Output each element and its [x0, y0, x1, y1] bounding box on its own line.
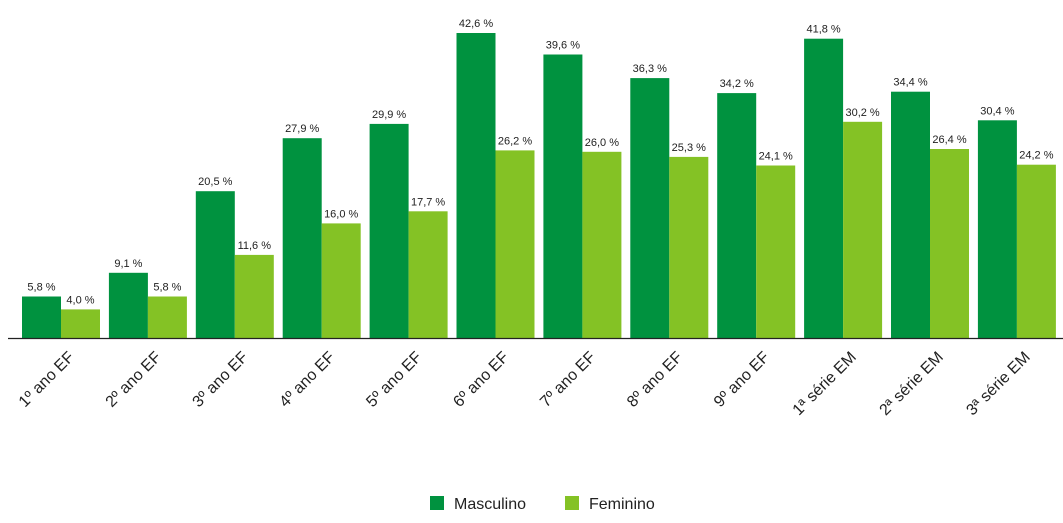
data-label-masculino-10: 41,8 % — [806, 24, 840, 36]
x-tick-label-8: 8º ano EF — [624, 349, 686, 411]
data-label-feminino-9: 24,1 % — [759, 151, 793, 163]
bar-masculino-7 — [543, 54, 583, 338]
x-tick-label-9: 9º ano EF — [711, 349, 773, 411]
data-label-masculino-8: 36,3 % — [633, 63, 667, 75]
x-tick-label-10: 1ª série EM — [790, 349, 860, 419]
x-tick-label-4: 4º ano EF — [276, 349, 338, 411]
bar-feminino-7 — [582, 151, 622, 338]
x-tick-label-1: 1º ano EF — [16, 349, 78, 411]
data-label-masculino-2: 9,1 % — [114, 258, 142, 270]
bar-feminino-11 — [930, 149, 969, 338]
bar-feminino-10 — [843, 121, 883, 338]
data-label-feminino-10: 30,2 % — [845, 107, 879, 119]
bar-masculino-12 — [977, 120, 1017, 338]
x-tick-label-5: 5º ano EF — [363, 349, 425, 411]
x-tick-label-12: 3ª série EM — [963, 349, 1033, 419]
legend: Masculino Feminino — [430, 496, 655, 513]
legend-swatch-feminino — [565, 496, 579, 510]
bar-masculino-11 — [891, 91, 930, 338]
data-label-masculino-1: 5,8 % — [27, 282, 55, 294]
x-tick-label-6: 6º ano EF — [450, 349, 512, 411]
data-label-masculino-11: 34,4 % — [893, 77, 927, 89]
bar-feminino-2 — [147, 296, 187, 338]
data-label-masculino-7: 39,6 % — [546, 40, 580, 52]
bar-feminino-6 — [495, 150, 535, 338]
bar-feminino-8 — [669, 156, 709, 338]
data-label-feminino-12: 24,2 % — [1019, 150, 1053, 162]
x-tick-label-3: 3º ano EF — [190, 349, 252, 411]
data-label-masculino-9: 34,2 % — [720, 78, 754, 90]
data-label-masculino-3: 20,5 % — [198, 176, 232, 188]
data-label-feminino-6: 26,2 % — [498, 135, 532, 147]
value-labels-layer: 5,8 % 4,0 % 9,1 % 5,8 % 20,5 % 11,6 % 27,9 % 16… — [27, 18, 1053, 306]
bar-masculino-9 — [717, 93, 757, 338]
bar-masculino-3 — [195, 191, 235, 338]
x-tick-label-11: 2ª série EM — [877, 349, 947, 419]
data-label-feminino-3: 11,6 % — [238, 240, 272, 252]
bar-masculino-6 — [456, 33, 496, 338]
x-tick-labels-layer: 1º ano EF 2º ano EF 3º ano EF 4º ano EF 5º a… — [16, 349, 1034, 419]
bar-feminino-5 — [408, 211, 448, 338]
bar-feminino-9 — [756, 165, 796, 338]
bar-masculino-5 — [369, 123, 409, 339]
data-label-feminino-11: 26,4 % — [932, 134, 966, 146]
bar-masculino-2 — [108, 272, 148, 338]
data-label-feminino-4: 16,0 % — [324, 208, 358, 220]
bar-masculino-8 — [630, 78, 670, 338]
bar-feminino-4 — [321, 223, 361, 338]
bar-masculino-10 — [804, 38, 844, 338]
data-label-feminino-1: 4,0 % — [66, 294, 94, 306]
data-label-feminino-2: 5,8 % — [153, 282, 181, 294]
bars-layer — [22, 33, 1056, 339]
bar-masculino-1 — [22, 296, 61, 338]
data-label-masculino-6: 42,6 % — [459, 18, 493, 30]
x-tick-label-2: 2º ano EF — [103, 349, 165, 411]
data-label-masculino-5: 29,9 % — [372, 109, 406, 121]
data-label-feminino-5: 17,7 % — [411, 196, 445, 208]
data-label-masculino-12: 30,4 % — [980, 105, 1014, 117]
legend-label-masculino: Masculino — [454, 496, 526, 513]
data-label-feminino-7: 26,0 % — [585, 137, 619, 149]
bar-feminino-1 — [61, 309, 100, 338]
legend-label-feminino: Feminino — [589, 496, 655, 513]
bar-feminino-3 — [234, 254, 274, 338]
data-label-masculino-4: 27,9 % — [285, 123, 319, 135]
bar-masculino-4 — [282, 138, 322, 338]
legend-swatch-masculino — [430, 496, 444, 510]
x-tick-label-7: 7º ano EF — [537, 349, 599, 411]
bar-feminino-12 — [1016, 164, 1056, 338]
data-label-feminino-8: 25,3 % — [672, 142, 706, 154]
